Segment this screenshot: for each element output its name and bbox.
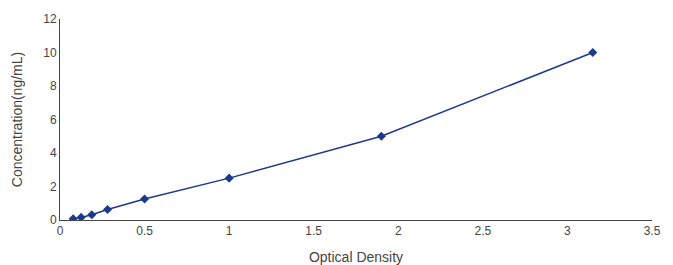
svg-text:0: 0 bbox=[50, 213, 57, 227]
svg-text:8: 8 bbox=[50, 79, 57, 93]
svg-text:3: 3 bbox=[564, 224, 571, 238]
svg-text:1: 1 bbox=[226, 224, 233, 238]
svg-text:3.5: 3.5 bbox=[644, 224, 661, 238]
svg-text:10: 10 bbox=[43, 46, 57, 60]
svg-text:2: 2 bbox=[50, 180, 57, 194]
svg-text:6: 6 bbox=[50, 113, 57, 127]
svg-text:Optical Density: Optical Density bbox=[309, 249, 403, 265]
svg-text:1.5: 1.5 bbox=[305, 224, 322, 238]
svg-text:0.5: 0.5 bbox=[136, 224, 153, 238]
svg-text:Concentration(ng/mL): Concentration(ng/mL) bbox=[9, 52, 25, 187]
svg-text:12: 12 bbox=[43, 12, 57, 26]
svg-text:0: 0 bbox=[57, 224, 64, 238]
svg-text:2.5: 2.5 bbox=[475, 224, 492, 238]
svg-text:2: 2 bbox=[395, 224, 402, 238]
svg-text:4: 4 bbox=[50, 146, 57, 160]
